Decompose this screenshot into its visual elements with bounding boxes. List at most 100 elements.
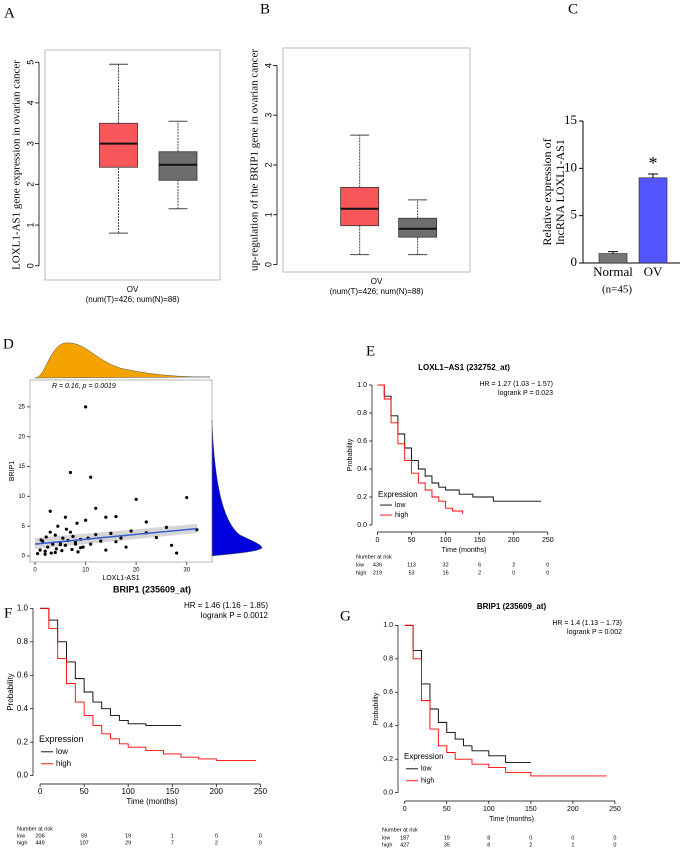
- density-top: [34, 342, 211, 379]
- x-axis-label: OV: [127, 285, 139, 294]
- y-tick-label: 0: [25, 263, 35, 268]
- point: [119, 536, 123, 540]
- risk-count: 0: [259, 833, 262, 839]
- point: [70, 547, 74, 552]
- point: [46, 545, 50, 549]
- point: [73, 540, 78, 544]
- point: [144, 520, 148, 524]
- legend-label: high: [421, 778, 434, 785]
- risk-row-label: low: [17, 833, 25, 839]
- y-tick-label: 0.8: [357, 410, 367, 417]
- y-tick-label: 0.2: [357, 494, 367, 501]
- plot-frame: [29, 379, 213, 563]
- legend-title: Expression: [378, 490, 418, 499]
- legend-label: low: [56, 747, 68, 756]
- y-axis-label: LOXL1-AS1 gene expression in ovarian can…: [11, 60, 23, 270]
- x-tick-label: 10: [82, 568, 89, 574]
- y-tick-label: 0.2: [383, 756, 393, 763]
- risk-count: 29: [125, 840, 131, 846]
- point: [58, 543, 62, 547]
- point: [104, 548, 108, 552]
- box: [99, 122, 138, 168]
- risk-count: 219: [373, 570, 382, 576]
- risk-count: 206: [35, 833, 44, 839]
- x-tick-label: 0: [403, 806, 407, 813]
- point: [64, 527, 68, 531]
- point: [104, 515, 108, 519]
- y-tick-label: 0.0: [383, 789, 393, 796]
- x-axis-label: Time (months): [442, 547, 487, 554]
- risk-count: 187: [400, 835, 409, 841]
- y-tick-label: 2: [25, 182, 35, 187]
- x-tick-label: 250: [609, 806, 621, 813]
- point: [53, 550, 57, 555]
- point: [75, 521, 79, 525]
- survival-curve: [377, 384, 542, 502]
- point: [68, 530, 73, 534]
- risk-count: 6: [478, 562, 481, 568]
- legend-label: low: [421, 766, 432, 773]
- risk-count: 32: [443, 562, 449, 568]
- y-tick-label: 0.6: [17, 670, 29, 679]
- point: [56, 524, 60, 528]
- risk-row-label: high: [17, 840, 27, 846]
- y-tick-label: 2: [263, 162, 273, 167]
- panel-label: G: [340, 608, 351, 624]
- y-tick-label: 3: [25, 141, 35, 146]
- panel-label: F: [4, 605, 12, 621]
- point: [114, 540, 118, 544]
- point: [84, 405, 88, 409]
- y-tick-label: 0: [263, 262, 273, 267]
- legend-label: high: [56, 759, 71, 768]
- y-tick-label: 0.4: [357, 466, 367, 473]
- density-right: [211, 419, 263, 557]
- x-tick-label: Normal: [593, 264, 633, 279]
- x-axis-label: Time (months): [126, 797, 178, 806]
- x-tick-label: 150: [525, 806, 537, 813]
- point: [60, 549, 64, 553]
- y-axis-label: Probability: [373, 692, 380, 725]
- risk-table-title: Number at risk: [17, 826, 53, 832]
- panel-label: A: [4, 5, 15, 21]
- risk-count: 2: [478, 570, 481, 576]
- y-tick-label: 1.0: [17, 603, 29, 612]
- x-tick-label: 200: [210, 787, 224, 796]
- survival-curve: [377, 384, 464, 514]
- risk-count: 2: [215, 840, 218, 846]
- point: [78, 546, 83, 550]
- x-tick-label: 150: [166, 787, 180, 796]
- risk-count: 19: [125, 833, 131, 839]
- chart-title: LOXL1−AS1 (232752_at): [418, 363, 510, 372]
- risk-count: 16: [443, 570, 449, 576]
- survival-curve: [404, 624, 531, 763]
- risk-count: 1: [571, 842, 574, 848]
- point: [43, 552, 47, 556]
- y-tick-label: 15: [564, 112, 577, 127]
- risk-count: 1: [171, 833, 174, 839]
- point: [169, 543, 174, 547]
- x-tick-label: 100: [440, 537, 452, 544]
- risk-count: 8: [487, 835, 490, 841]
- risk-count: 0: [613, 835, 616, 841]
- risk-row-label: high: [356, 570, 366, 576]
- y-tick-label: 4: [263, 63, 273, 68]
- point: [63, 515, 67, 519]
- point: [84, 518, 88, 522]
- survival-curve: [404, 624, 607, 777]
- y-tick-label: 5: [25, 60, 35, 65]
- x-tick-label: 30: [183, 568, 190, 574]
- plot-frame: [282, 47, 471, 273]
- y-tick-label: 0: [571, 254, 578, 269]
- significance: *: [649, 153, 658, 173]
- y-axis-label: Relative expression of: [540, 138, 554, 245]
- point: [51, 542, 55, 546]
- logrank: logrank P = 0.002: [567, 629, 622, 636]
- x-tick-label: 50: [80, 787, 89, 796]
- point: [81, 545, 85, 549]
- y-tick-label: 1.0: [357, 382, 367, 389]
- legend-title: Expression: [404, 752, 444, 761]
- x-axis-label: OV: [371, 277, 383, 286]
- survival-curve: [40, 607, 182, 726]
- point: [114, 515, 118, 519]
